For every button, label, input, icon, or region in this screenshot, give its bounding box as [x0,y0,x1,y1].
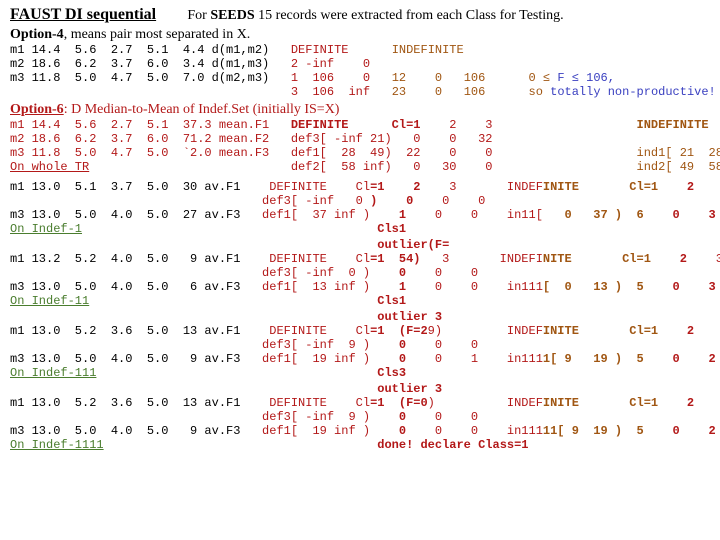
indef-1111-block: outlier 3 m1 13.0 5.2 3.6 5.0 13 av.F1 D… [10,382,710,452]
option-4-label: Option-4 [10,27,64,42]
option-6-header: Option-6: D Median-to-Mean of Indef.Set … [10,101,710,118]
page-title: FAUST DI sequential [10,6,156,23]
indef-111-block: outlier 3 m1 13.0 5.2 3.6 5.0 13 av.F1 D… [10,310,710,380]
indef-11-block: outlier(F= m1 13.2 5.2 4.0 5.0 9 av.F1 D… [10,238,710,308]
header-row: FAUST DI sequential For SEEDS 15 records… [10,6,710,24]
indef-1-block: m1 13.0 5.1 3.7 5.0 30 av.F1 DEFINITE Cl… [10,180,710,236]
option-4-rest: , means pair most separated in X. [64,27,251,42]
subtitle-pre: For [187,8,210,23]
option-6-whole-block: m1 14.4 5.6 2.7 5.1 37.3 mean.F1 DEFINIT… [10,118,710,174]
option-4-block: m1 14.4 5.6 2.7 5.1 4.4 d(m1,m2) DEFINIT… [10,43,710,99]
option-4-header: Option-4, means pair most separated in X… [10,26,710,43]
option-6-rest: : D Median-to-Mean of Indef.Set (initial… [64,102,340,117]
subtitle-bold: SEEDS [210,8,254,23]
page-subtitle: For SEEDS 15 records were extracted from… [187,8,563,23]
subtitle-post: 15 records were extracted from each Clas… [255,8,564,23]
option-6-label: Option-6 [10,102,64,117]
